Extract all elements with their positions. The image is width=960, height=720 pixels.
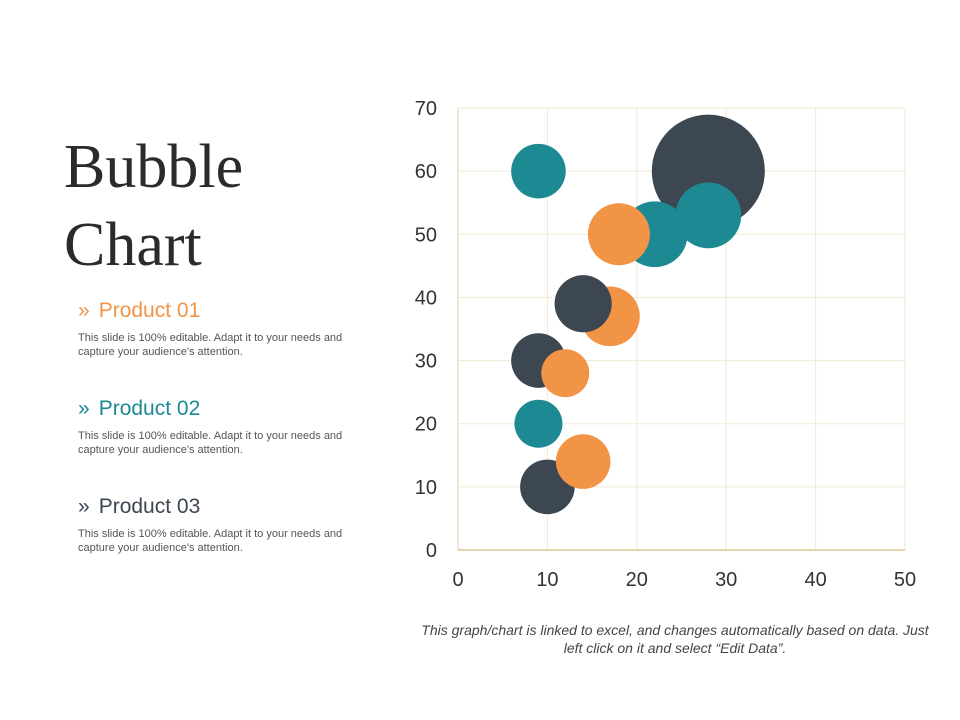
product-heading: » Product 03 — [78, 494, 378, 520]
y-tick-label: 50 — [415, 224, 437, 246]
product-name: Product 03 — [98, 495, 201, 518]
chevron-icon: » — [78, 495, 90, 518]
bubble-point[interactable] — [554, 275, 612, 333]
product-heading: » Product 01 — [78, 298, 378, 324]
product-description: This slide is 100% editable. Adapt it to… — [78, 528, 343, 554]
y-tick-label: 30 — [415, 351, 437, 373]
x-tick-label: 10 — [536, 569, 558, 591]
product-item-02: » Product 02 This slide is 100% editable.… — [78, 396, 378, 457]
bubble-point[interactable] — [587, 203, 650, 266]
x-tick-label: 0 — [452, 569, 463, 591]
bubble-point[interactable] — [511, 143, 566, 199]
product-name: Product 02 — [98, 397, 201, 420]
x-tick-label: 50 — [894, 569, 916, 591]
chevron-icon: » — [78, 299, 90, 322]
product-item-01: » Product 01 This slide is 100% editable.… — [78, 298, 378, 359]
product-description: This slide is 100% editable. Adapt it to… — [78, 332, 343, 358]
x-tick-label: 40 — [804, 569, 826, 591]
x-tick-label: 30 — [715, 569, 737, 591]
y-tick-label: 70 — [415, 98, 437, 120]
bubble-point[interactable] — [541, 349, 590, 398]
product-item-03: » Product 03 This slide is 100% editable.… — [78, 494, 378, 555]
slide-title: Bubble Chart — [64, 128, 243, 284]
bubble-point[interactable] — [675, 182, 742, 249]
slide-title-line-1: Bubble — [64, 133, 244, 201]
chart-note: This graph/chart is linked to excel, and… — [421, 622, 929, 656]
y-tick-label: 0 — [426, 540, 437, 562]
bubble-chart[interactable]: 0 10 20 30 40 50 60 70 0 10 20 30 40 50 — [395, 90, 935, 610]
slide-title-line-2: Chart — [64, 211, 202, 279]
x-tick-label: 20 — [626, 569, 648, 591]
product-name: Product 01 — [98, 299, 201, 322]
chevron-icon: » — [78, 397, 90, 420]
y-tick-label: 20 — [415, 414, 437, 436]
product-heading: » Product 02 — [78, 396, 378, 422]
y-tick-label: 60 — [415, 161, 437, 183]
product-description: This slide is 100% editable. Adapt it to… — [78, 430, 343, 456]
y-tick-label: 10 — [415, 477, 437, 499]
bubble-point[interactable] — [514, 399, 563, 448]
bubble-point[interactable] — [555, 434, 611, 489]
y-tick-label: 40 — [415, 287, 437, 309]
